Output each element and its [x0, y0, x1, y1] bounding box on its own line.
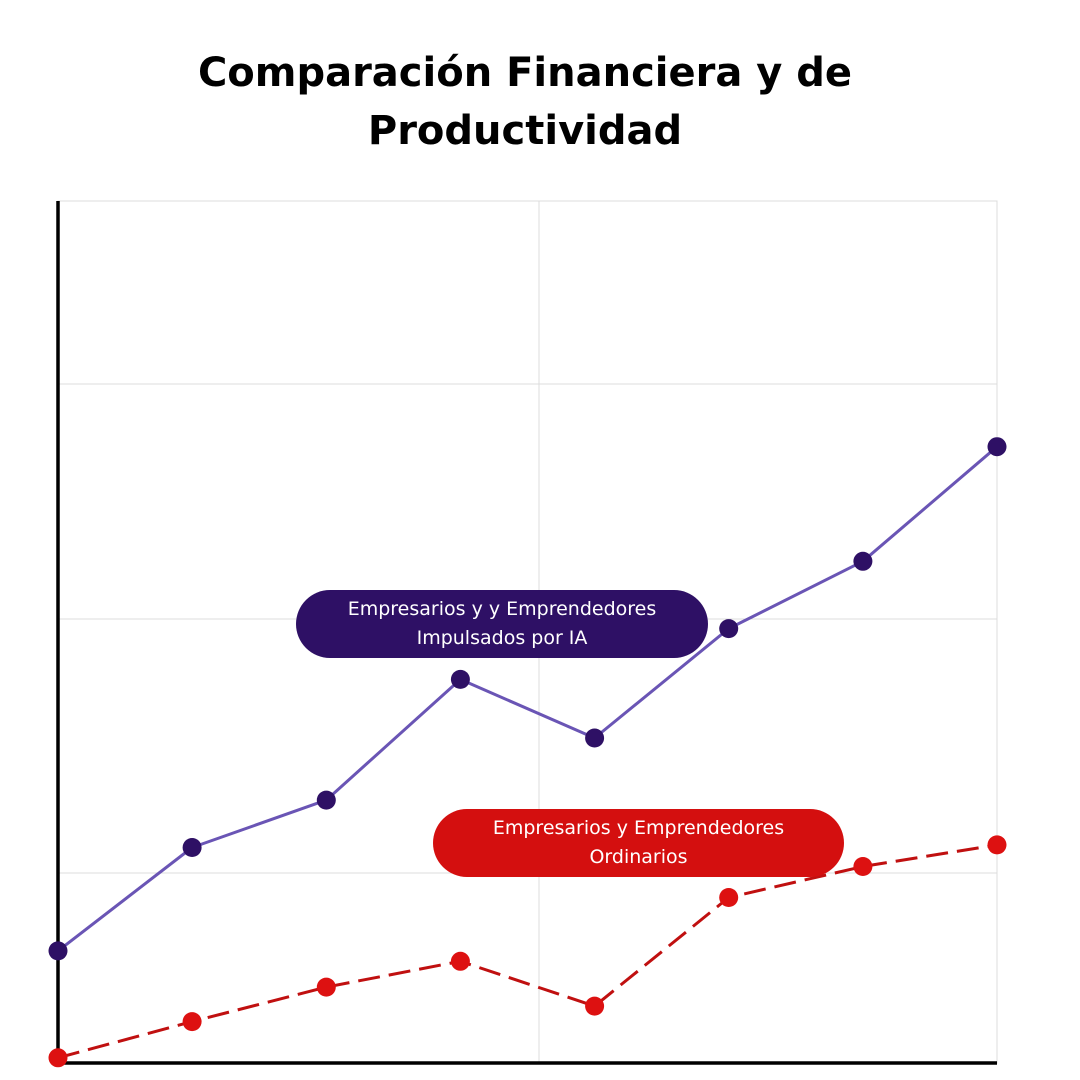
series-2-label: Empresarios y Emprendedores Ordinarios: [433, 809, 844, 877]
series-2-label-background: [433, 809, 844, 877]
series-1-point-2: [182, 838, 202, 857]
series-1-point-8: [987, 437, 1007, 457]
series-1-label-background: [296, 590, 708, 658]
series-1-point-3: [316, 790, 336, 810]
series-1-point-5: [585, 728, 605, 748]
chart-title-line-2: Productividad: [367, 108, 683, 154]
series-lines: [57, 445, 998, 1060]
series-2-point-1: [48, 1048, 68, 1068]
series-points: [48, 437, 1007, 1068]
series-2-point-2: [182, 1012, 202, 1032]
chart-title: Comparación Financiera y de Productivida…: [0, 44, 1050, 160]
chart-title-line-1: Comparación Financiera y de: [197, 50, 853, 96]
series-1-label-line-1: Empresarios y y Emprendedores: [348, 598, 657, 620]
series-2-label-line-2: Ordinarios: [589, 846, 687, 868]
series-2-line: [57, 843, 998, 1060]
series-2-point-3: [316, 977, 336, 997]
series-1-point-4: [450, 669, 470, 689]
series-2-point-8: [987, 835, 1007, 855]
series-2-point-5: [585, 996, 605, 1016]
series-1-point-1: [48, 941, 68, 961]
series-2-point-7: [853, 857, 873, 876]
series-1-label-line-2: Impulsados por IA: [417, 627, 588, 649]
series-2-point-6: [719, 888, 739, 907]
series-2-label-line-1: Empresarios y Emprendedores: [493, 817, 784, 839]
series-2-point-4: [450, 951, 470, 971]
axes: [56, 201, 997, 1065]
series-1-point-7: [853, 551, 873, 571]
series-1-line: [57, 445, 998, 953]
series-1-label: Empresarios y y Emprendedores Impulsados …: [296, 590, 708, 658]
series-labels: Empresarios y y Emprendedores Impulsados …: [296, 590, 844, 877]
series-1-point-6: [719, 619, 739, 639]
